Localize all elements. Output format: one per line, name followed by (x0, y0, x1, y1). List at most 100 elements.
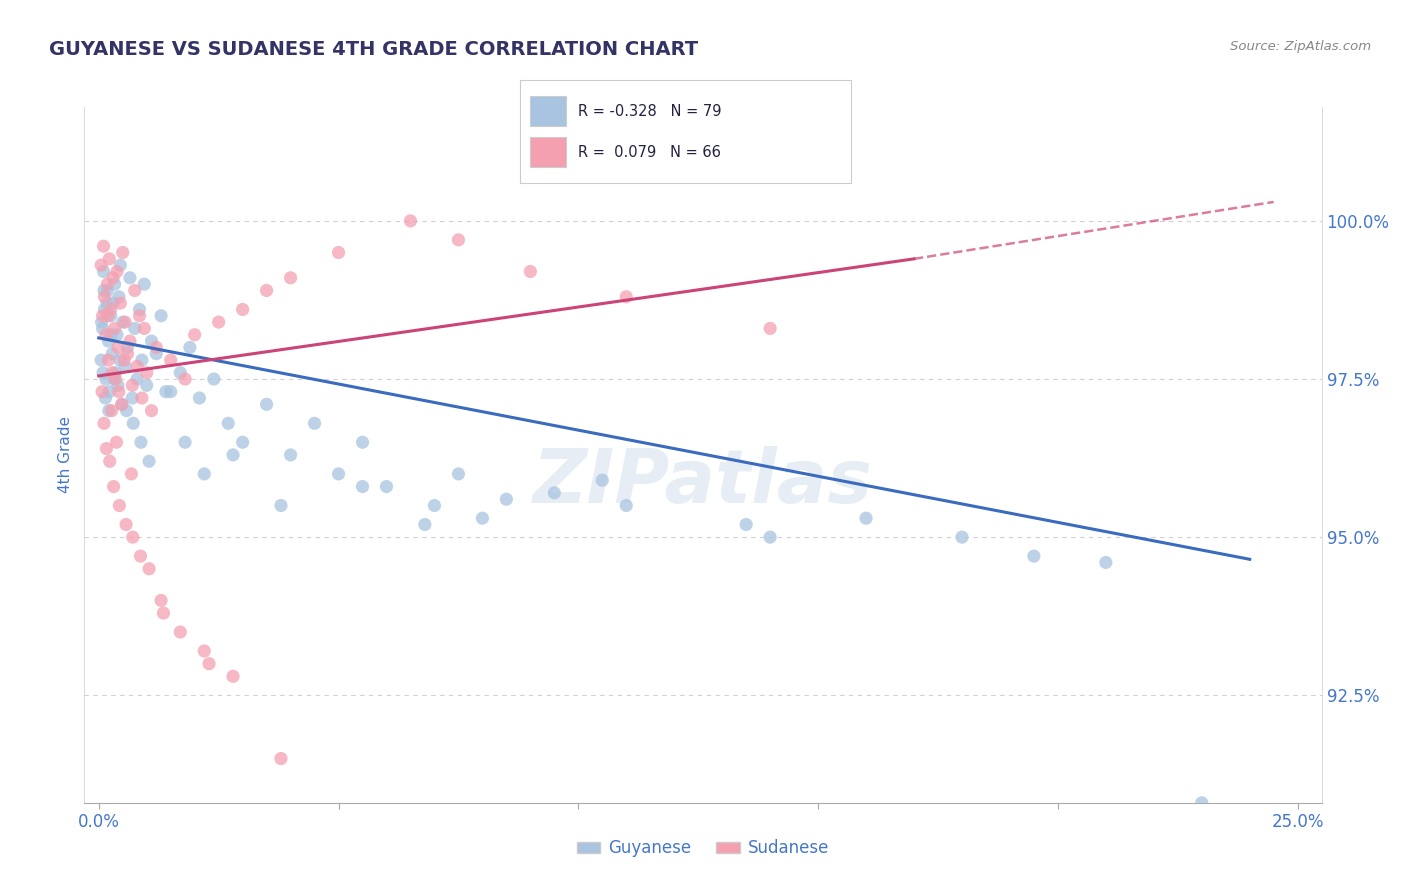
Point (352, 479, 374, 493)
Point (97, 334, 120, 348)
Point (150, 309, 173, 323)
Point (169, 625, 191, 640)
Point (135, 366, 157, 380)
Point (208, 315, 231, 329)
Point (108, 384, 131, 399)
Y-axis label: 4th Grade: 4th Grade (58, 417, 73, 493)
Point (90, 315, 112, 329)
Point (118, 334, 141, 348)
Point (110, 296, 132, 310)
Point (93, 290, 115, 304)
Point (90, 258, 112, 272)
Point (110, 258, 132, 272)
Point (135, 378, 157, 392)
Point (120, 467, 142, 481)
Point (399, 214, 422, 228)
Point (232, 435, 254, 450)
Point (108, 353, 131, 368)
Point (217, 417, 239, 431)
Point (93, 284, 115, 298)
Point (101, 296, 124, 310)
Point (270, 751, 292, 765)
Point (495, 492, 517, 507)
Point (122, 417, 145, 431)
Point (519, 264, 541, 278)
Point (174, 435, 197, 450)
Point (188, 391, 211, 405)
Point (169, 366, 191, 380)
Point (174, 372, 197, 386)
Point (328, 467, 350, 481)
Point (256, 284, 278, 298)
Point (128, 302, 150, 317)
Point (103, 277, 125, 292)
Point (100, 403, 122, 417)
Point (145, 347, 167, 361)
Point (96, 442, 118, 456)
Point (735, 517, 758, 532)
Point (141, 403, 163, 417)
Point (124, 321, 146, 335)
Point (105, 264, 128, 278)
Point (759, 321, 782, 335)
Point (591, 473, 613, 487)
Point (107, 340, 129, 354)
Point (129, 435, 152, 450)
Point (121, 391, 143, 405)
Point (471, 511, 494, 525)
Point (138, 454, 160, 468)
Legend: Guyanese, Sudanese: Guyanese, Sudanese (569, 833, 837, 864)
Point (127, 359, 149, 374)
Point (97, 403, 120, 417)
Point (108, 290, 131, 304)
Point (131, 353, 153, 368)
Point (101, 270, 124, 285)
Point (103, 372, 125, 386)
Point (98, 384, 121, 399)
Point (150, 593, 173, 607)
Point (159, 353, 181, 368)
Point (423, 499, 446, 513)
Point (222, 448, 245, 462)
Point (270, 499, 292, 513)
Point (447, 467, 470, 481)
Point (111, 315, 134, 329)
Point (543, 486, 565, 500)
Text: ZIPatlas: ZIPatlas (533, 446, 873, 519)
Point (93, 417, 115, 431)
Point (1191, 796, 1213, 810)
Point (93, 239, 115, 253)
Point (447, 233, 470, 247)
Point (97, 353, 120, 368)
Point (105, 435, 128, 450)
Point (103, 321, 125, 335)
Point (94, 391, 117, 405)
Point (614, 499, 637, 513)
Point (202, 372, 225, 386)
Point (115, 517, 138, 532)
Point (100, 327, 122, 342)
Point (232, 302, 254, 317)
Point (280, 448, 302, 462)
Point (375, 479, 398, 493)
Point (101, 366, 124, 380)
Point (155, 384, 177, 399)
Point (98, 252, 121, 266)
Point (1022, 549, 1045, 563)
Text: R = -0.328   N = 79: R = -0.328 N = 79 (578, 103, 721, 119)
Point (193, 644, 215, 658)
Point (105, 327, 128, 342)
Point (328, 245, 350, 260)
Point (855, 511, 877, 525)
Point (1095, 556, 1118, 570)
Point (950, 530, 973, 544)
Point (159, 384, 181, 399)
Point (112, 353, 135, 368)
Point (104, 372, 127, 386)
Point (111, 397, 134, 411)
Point (129, 549, 152, 563)
Point (90, 353, 112, 368)
Point (114, 315, 136, 329)
Text: R =  0.079   N = 66: R = 0.079 N = 66 (578, 145, 721, 160)
Point (93, 264, 115, 278)
